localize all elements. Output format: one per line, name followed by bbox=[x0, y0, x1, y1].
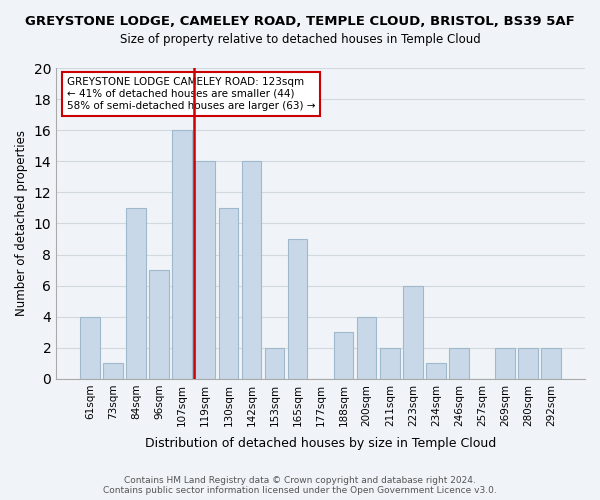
Bar bbox=[288, 239, 307, 379]
Bar bbox=[380, 348, 400, 379]
Bar bbox=[127, 208, 146, 379]
Bar bbox=[334, 332, 353, 379]
Bar bbox=[242, 162, 261, 379]
Bar bbox=[518, 348, 538, 379]
Text: Size of property relative to detached houses in Temple Cloud: Size of property relative to detached ho… bbox=[119, 32, 481, 46]
Text: GREYSTONE LODGE, CAMELEY ROAD, TEMPLE CLOUD, BRISTOL, BS39 5AF: GREYSTONE LODGE, CAMELEY ROAD, TEMPLE CL… bbox=[25, 15, 575, 28]
Bar bbox=[265, 348, 284, 379]
Bar bbox=[172, 130, 192, 379]
Bar bbox=[449, 348, 469, 379]
Bar bbox=[541, 348, 561, 379]
Bar bbox=[495, 348, 515, 379]
Bar bbox=[357, 316, 376, 379]
Bar bbox=[80, 316, 100, 379]
Bar bbox=[403, 286, 422, 379]
Bar bbox=[218, 208, 238, 379]
Bar bbox=[196, 162, 215, 379]
X-axis label: Distribution of detached houses by size in Temple Cloud: Distribution of detached houses by size … bbox=[145, 437, 496, 450]
Bar bbox=[426, 364, 446, 379]
Bar bbox=[149, 270, 169, 379]
Y-axis label: Number of detached properties: Number of detached properties bbox=[15, 130, 28, 316]
Text: GREYSTONE LODGE CAMELEY ROAD: 123sqm
← 41% of detached houses are smaller (44)
5: GREYSTONE LODGE CAMELEY ROAD: 123sqm ← 4… bbox=[67, 78, 315, 110]
Bar bbox=[103, 364, 123, 379]
Text: Contains HM Land Registry data © Crown copyright and database right 2024.
Contai: Contains HM Land Registry data © Crown c… bbox=[103, 476, 497, 495]
